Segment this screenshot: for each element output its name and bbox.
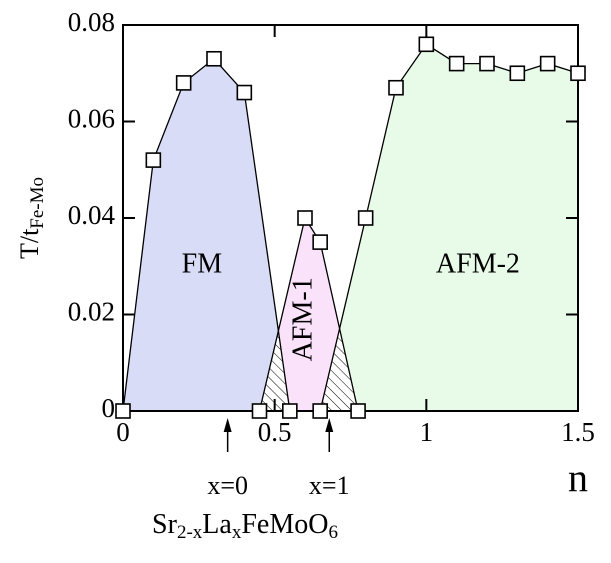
y-tick-label: 0.08 bbox=[68, 7, 115, 37]
compound-part: FeMoO bbox=[241, 509, 328, 540]
compound-sub: 6 bbox=[328, 522, 338, 543]
phase-line bbox=[122, 57, 291, 412]
data-point bbox=[312, 403, 328, 419]
compound-label: Sr2-xLaxFeMoO6 bbox=[152, 509, 338, 543]
data-point bbox=[145, 152, 162, 168]
data-point bbox=[539, 55, 556, 72]
region-label: AFM-1 bbox=[287, 277, 318, 361]
y-tick-label: 0.04 bbox=[68, 200, 116, 230]
data-point bbox=[418, 36, 435, 53]
compound-sub: 2-x bbox=[177, 522, 203, 543]
arrow-head bbox=[325, 418, 334, 432]
data-point bbox=[570, 65, 586, 82]
compound-part: La bbox=[202, 509, 232, 540]
y-tick-label: 0.02 bbox=[68, 297, 115, 327]
data-point bbox=[251, 403, 268, 419]
x-tick-label: 0 bbox=[116, 417, 130, 447]
x-tick-label: 1 bbox=[420, 417, 434, 447]
data-point bbox=[236, 84, 253, 101]
y-label-sub: Fe-Mo bbox=[27, 177, 48, 229]
y-tick-label: 0.06 bbox=[68, 104, 115, 134]
data-point bbox=[297, 210, 313, 226]
data-point bbox=[350, 403, 366, 419]
data-point bbox=[312, 234, 328, 250]
x-tick-label: 1.5 bbox=[561, 417, 595, 447]
annotation-label: x=1 bbox=[309, 471, 350, 500]
y-label-main: T/t bbox=[15, 228, 44, 259]
data-point bbox=[448, 55, 465, 72]
data-point bbox=[509, 65, 526, 82]
data-point bbox=[388, 79, 404, 96]
y-axis-label: T/tFe-Mo bbox=[15, 177, 48, 259]
data-point bbox=[175, 75, 192, 91]
y-tick-label: 0 bbox=[102, 393, 116, 423]
data-point bbox=[357, 210, 374, 226]
region-label: AFM-2 bbox=[436, 249, 520, 280]
region-label: FM bbox=[182, 249, 223, 280]
data-point bbox=[282, 403, 298, 419]
data-point bbox=[479, 55, 495, 72]
compound-sub: x bbox=[232, 522, 242, 543]
arrow-head bbox=[223, 418, 232, 432]
x-tick-label: 0.5 bbox=[258, 417, 292, 447]
phase-line bbox=[258, 216, 359, 412]
phase-region bbox=[123, 58, 290, 412]
data-point bbox=[206, 50, 222, 67]
x-axis-label: n bbox=[568, 455, 588, 500]
annotation-label: x=0 bbox=[207, 471, 248, 500]
compound-part: Sr bbox=[152, 509, 178, 540]
data-point bbox=[115, 403, 131, 419]
phase-region bbox=[320, 44, 578, 412]
